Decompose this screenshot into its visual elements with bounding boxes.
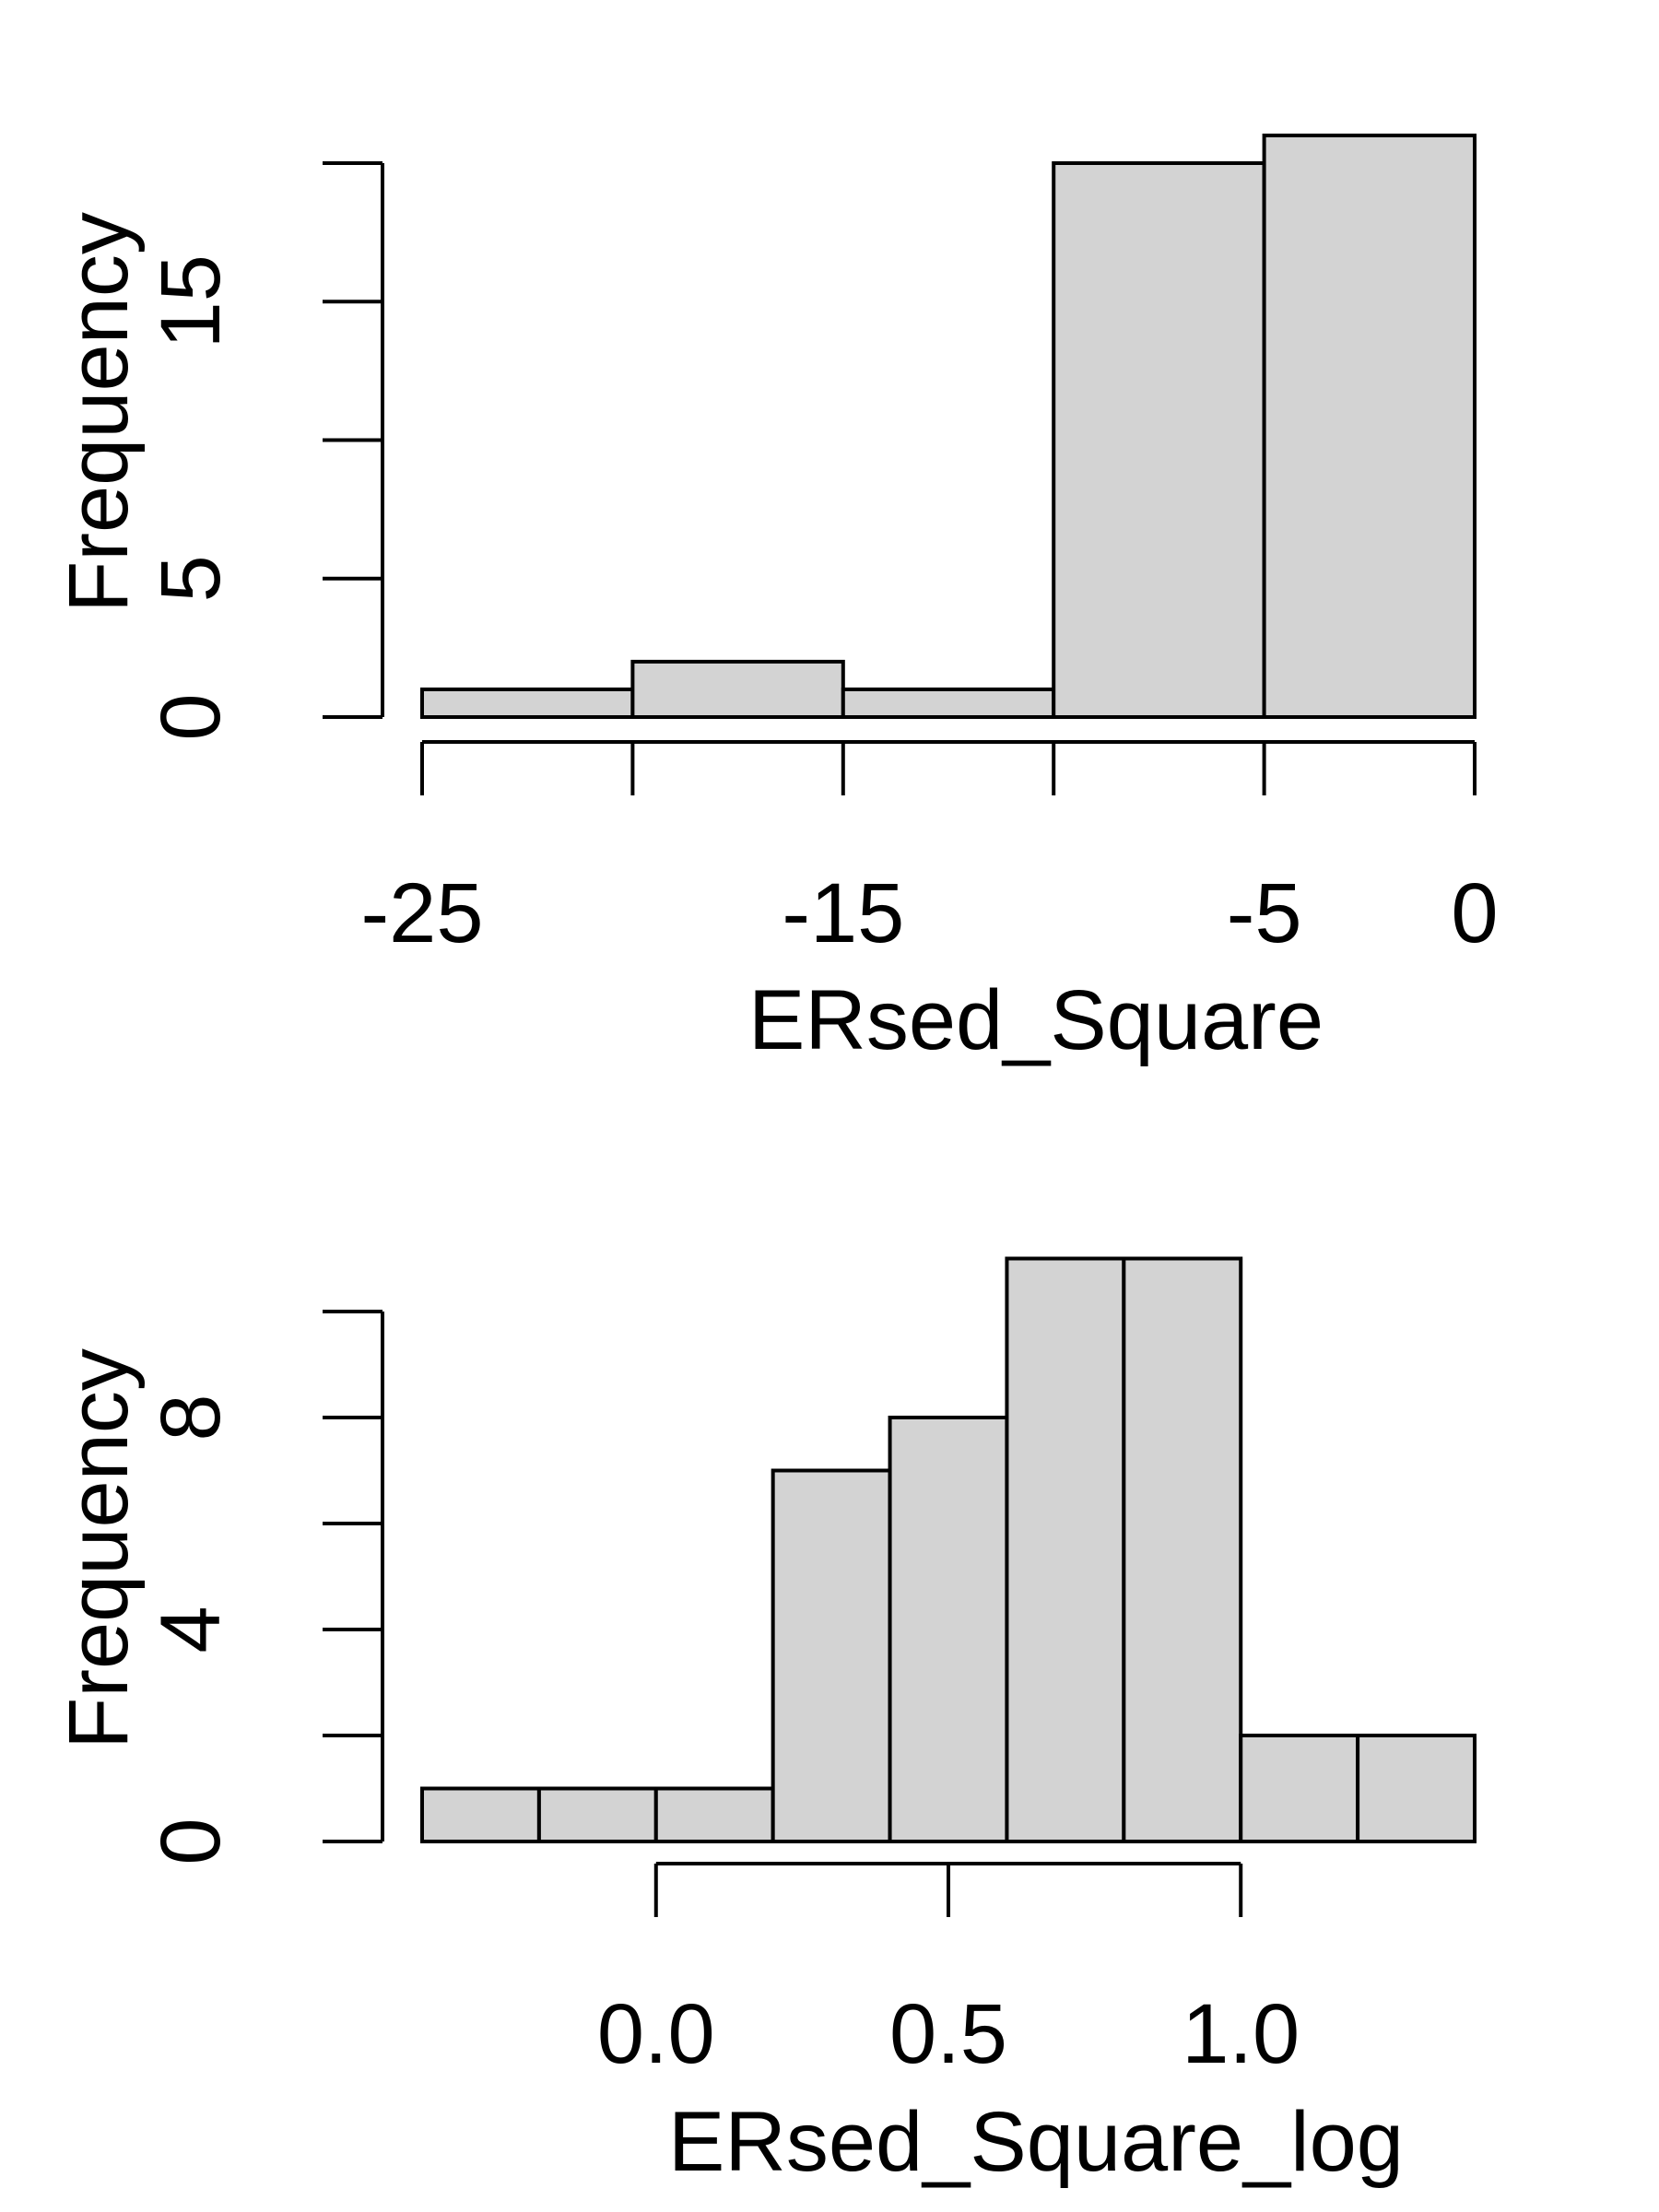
y-tick-label: 15 xyxy=(144,254,238,348)
histogram-bar xyxy=(630,659,845,720)
histogram-bar xyxy=(841,687,1056,720)
x-tick-label: -25 xyxy=(361,866,484,960)
y-axis-title: Frequency xyxy=(52,1348,146,1749)
x-tick-label: 0.5 xyxy=(889,1987,1007,2081)
x-tick-label: 0.0 xyxy=(597,1987,715,2081)
y-tick-label: 0 xyxy=(144,1818,238,1865)
y-tick-label: 0 xyxy=(144,693,238,740)
histogram-bar xyxy=(771,1468,892,1843)
x-tick-label: 0 xyxy=(1451,866,1498,960)
x-tick-label: -5 xyxy=(1227,866,1302,960)
histogram-bar xyxy=(1005,1256,1126,1843)
x-tick-label: 1.0 xyxy=(1182,1987,1300,2081)
x-axis-title: ERsed_Square_log xyxy=(668,2095,1404,2189)
histogram-bar xyxy=(1262,133,1477,719)
histogram-bar xyxy=(536,1786,658,1843)
x-tick-label: -15 xyxy=(782,866,904,960)
histogram-bar xyxy=(1356,1734,1477,1843)
histogram-bar xyxy=(420,1786,541,1843)
x-axis-title: ERsed_Square xyxy=(748,973,1324,1067)
histogram-bar xyxy=(888,1416,1009,1843)
y-tick-label: 5 xyxy=(144,555,238,602)
y-tick-label: 8 xyxy=(144,1394,238,1441)
y-tick-label: 4 xyxy=(144,1606,238,1653)
y-axis-title: Frequency xyxy=(52,212,146,613)
histogram-bar xyxy=(1052,161,1266,719)
histogram-bar xyxy=(420,687,635,720)
histogram-bar xyxy=(653,1786,775,1843)
histogram-bar xyxy=(1239,1734,1360,1843)
histogram-bar xyxy=(1122,1256,1243,1843)
